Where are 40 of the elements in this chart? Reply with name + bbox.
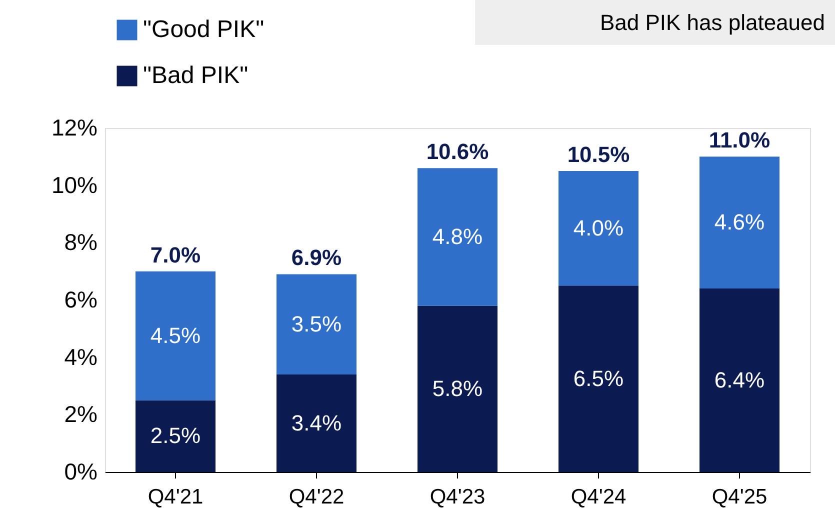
bar [136, 400, 216, 472]
y-tick-label: 4% [64, 344, 98, 370]
x-tick-label: Q4'23 [430, 486, 486, 508]
data-label: 4.6% [714, 210, 765, 235]
data-label: 3.5% [291, 311, 342, 336]
bar [700, 288, 780, 472]
data-label: 6.5% [573, 366, 624, 391]
y-tick-label: 8% [64, 229, 98, 256]
data-label: 3.4% [291, 410, 342, 436]
bar [136, 271, 216, 400]
x-tick-label: Q4'21 [148, 486, 204, 508]
legend-label: "Bad PIK" [143, 62, 248, 89]
bar [700, 156, 780, 289]
data-label: 6.4% [714, 367, 765, 392]
total-label: 7.0% [150, 242, 201, 268]
y-tick-label: 12% [51, 114, 98, 140]
total-label: 11.0% [708, 128, 770, 153]
y-tick-label: 10% [51, 172, 98, 198]
x-tick-label: Q4'22 [288, 486, 344, 508]
data-label: 2.5% [150, 423, 201, 448]
data-label: 4.0% [573, 215, 624, 240]
bar [418, 306, 498, 472]
text: Bad PIK has plateaued [600, 10, 825, 35]
x-tick-label: Q4'25 [712, 486, 768, 508]
y-tick-label: 0% [64, 458, 98, 484]
x-tick-label: Q4'24 [570, 486, 627, 508]
data-label: 4.8% [432, 224, 483, 249]
y-tick-label: 6% [64, 286, 98, 312]
y-tick-label: 2% [64, 401, 98, 428]
total-label: 6.9% [291, 245, 342, 270]
data-label: 5.8% [432, 376, 483, 401]
bar [558, 286, 638, 472]
legend-label: "Good PIK" [143, 16, 264, 43]
data-label: 4.5% [150, 322, 201, 348]
bar [558, 171, 638, 286]
bar [276, 274, 356, 375]
bar [418, 168, 498, 306]
total-label: 10.6% [426, 139, 489, 164]
total-label: 10.5% [567, 142, 630, 167]
bar [276, 374, 356, 472]
